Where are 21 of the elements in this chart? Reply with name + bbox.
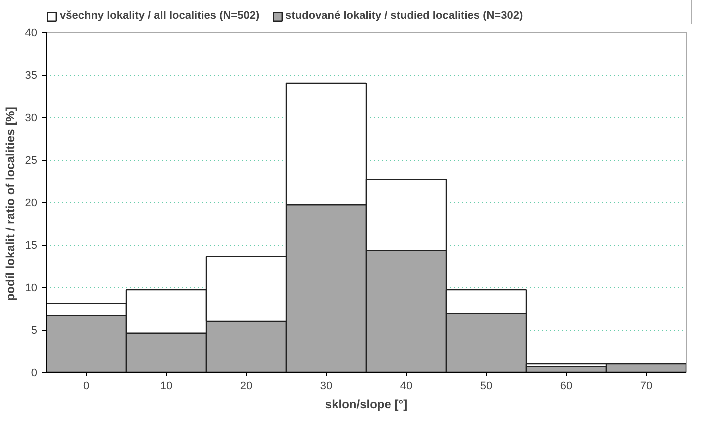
x-tick-label: 60 bbox=[560, 380, 573, 392]
y-tick-label: 40 bbox=[25, 28, 38, 40]
y-tick-label: 35 bbox=[25, 70, 38, 82]
y-tick-label: 10 bbox=[25, 282, 38, 294]
legend-label: všechny lokality / all localities (N=502) bbox=[60, 10, 260, 22]
y-tick-label: 30 bbox=[25, 112, 38, 124]
x-tick-label: 0 bbox=[83, 380, 90, 392]
legend-label: studované lokality / studied localities (N=302) bbox=[286, 10, 524, 22]
y-axis-title: podíl lokalit / ratio of localities [%] bbox=[3, 107, 18, 302]
x-axis-title: sklon/slope [°] bbox=[325, 398, 408, 412]
x-tick-label: 10 bbox=[160, 380, 173, 392]
y-tick-label: 25 bbox=[25, 155, 38, 167]
y-tick-label: 15 bbox=[25, 240, 38, 252]
x-tick-label: 40 bbox=[400, 380, 413, 392]
y-tick-label: 5 bbox=[31, 325, 38, 337]
x-tick-label: 50 bbox=[480, 380, 493, 392]
y-tick-label: 20 bbox=[25, 198, 38, 210]
y-tick-label: 0 bbox=[31, 368, 38, 380]
x-tick-label: 70 bbox=[640, 380, 653, 392]
x-tick-label: 20 bbox=[240, 380, 253, 392]
x-tick-label: 30 bbox=[320, 380, 333, 392]
